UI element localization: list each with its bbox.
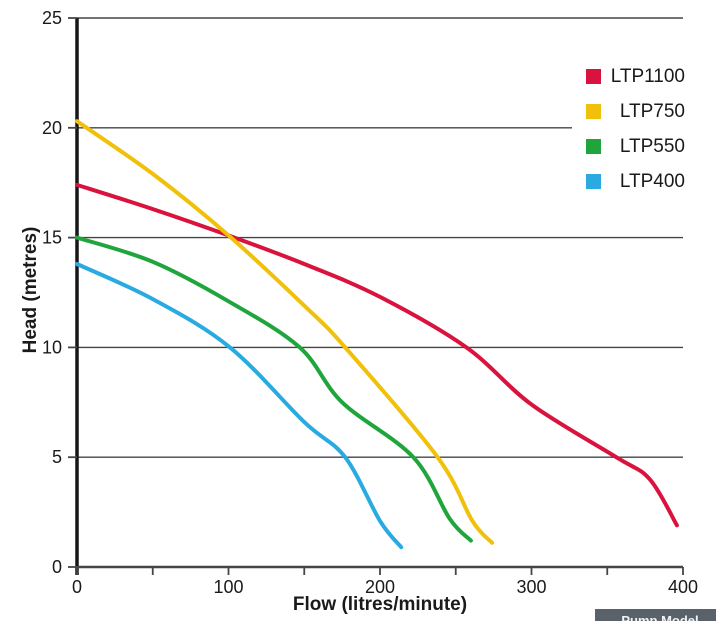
pump-model-badge-label: Pump Model bbox=[621, 613, 699, 621]
legend-swatch-icon bbox=[586, 174, 601, 189]
legend-label: LTP550 bbox=[619, 135, 685, 157]
y-axis-title-text: Head (metres) bbox=[20, 226, 41, 354]
x-tick-label: 300 bbox=[516, 577, 546, 597]
y-tick-label: 25 bbox=[42, 8, 62, 28]
legend-swatch-icon bbox=[586, 139, 601, 154]
x-tick-label: 100 bbox=[213, 577, 243, 597]
pump-model-badge[interactable]: Pump Model bbox=[595, 609, 716, 621]
curve-ltp750 bbox=[75, 119, 495, 545]
y-tick-label: 20 bbox=[42, 118, 62, 138]
x-tick-label: 200 bbox=[365, 577, 395, 597]
legend-label: LTP1100 bbox=[610, 65, 685, 87]
x-tick-label: 400 bbox=[668, 577, 698, 597]
legend-row-ltp750: LTP750 bbox=[572, 94, 716, 129]
y-tick-label: 15 bbox=[42, 228, 62, 248]
y-tick-label: 10 bbox=[42, 337, 62, 357]
y-tick-label: 5 bbox=[52, 447, 62, 467]
x-axis-title: Flow (litres/minute) bbox=[292, 594, 468, 615]
legend-swatch-icon bbox=[586, 69, 601, 84]
legend-swatch-icon bbox=[586, 104, 601, 119]
legend-label: LTP400 bbox=[619, 170, 685, 192]
x-tick-label: 0 bbox=[72, 577, 82, 597]
curve-ltp1100 bbox=[75, 182, 679, 528]
legend-row-ltp400: LTP400 bbox=[572, 164, 716, 199]
curve-ltp400 bbox=[75, 262, 404, 550]
legend-row-ltp1100: LTP1100 bbox=[572, 59, 716, 94]
legend-row-ltp550: LTP550 bbox=[572, 129, 716, 164]
legend: LTP1100 LTP750 LTP550 LTP400 bbox=[572, 52, 716, 206]
curve-ltp550 bbox=[75, 235, 473, 543]
y-tick-label: 0 bbox=[52, 557, 62, 577]
legend-label: LTP750 bbox=[619, 100, 685, 122]
